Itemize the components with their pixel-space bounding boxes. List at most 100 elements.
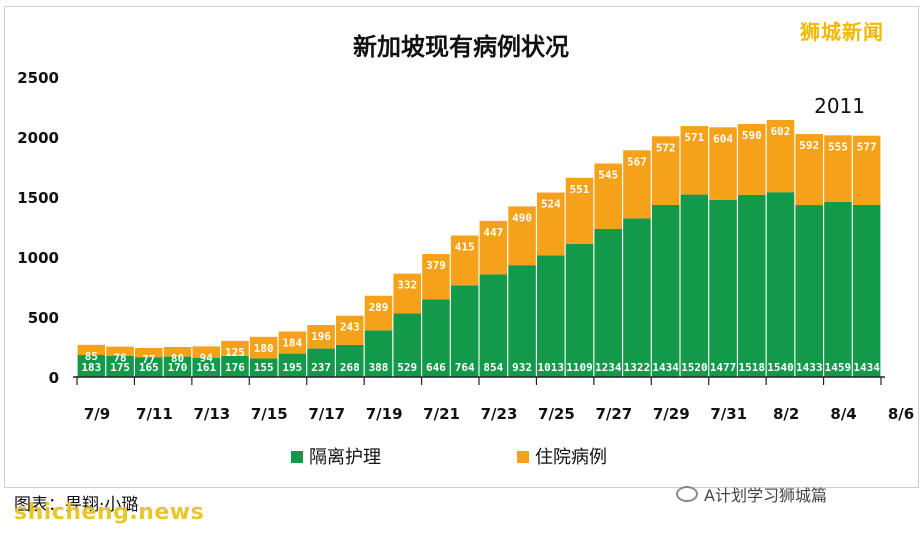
- x-tick-label: 8/6: [888, 405, 914, 423]
- bar-hospital: [709, 127, 737, 200]
- bar-isolation: [623, 218, 651, 377]
- bar-hospital: [594, 163, 622, 229]
- data-label-hospital: 545: [598, 169, 618, 182]
- y-tick-label: 1000: [17, 249, 59, 267]
- account-name: A计划学习狮城篇: [704, 486, 827, 505]
- bar-hospital: [824, 135, 852, 202]
- figure-caption: 图表：畀翔·小璐: [14, 495, 139, 515]
- data-label-isolation: 854: [483, 361, 503, 374]
- data-label-isolation: 932: [512, 361, 532, 374]
- data-label-hospital: 415: [455, 241, 475, 254]
- bar-isolation: [738, 194, 766, 377]
- bar-hospital: [508, 206, 536, 266]
- bar-isolation: [680, 194, 709, 377]
- bar-hospital: [422, 254, 450, 300]
- x-tick-label: 7/27: [595, 405, 632, 423]
- legend-swatch-isolation: [291, 451, 303, 463]
- bar-isolation: [336, 344, 364, 377]
- x-tick-label: 7/29: [653, 405, 690, 423]
- bar-hospital: [249, 336, 278, 359]
- bar-isolation: [709, 199, 737, 377]
- data-label-hospital: 490: [512, 211, 532, 224]
- bar-isolation: [364, 330, 393, 377]
- x-tick-label: 7/11: [136, 405, 173, 423]
- x-tick-label: 7/9: [84, 405, 110, 423]
- data-label-isolation: 183: [81, 361, 101, 374]
- legend-swatch-hospital: [517, 451, 529, 463]
- data-label-hospital: 551: [570, 183, 590, 196]
- data-label-isolation: 529: [397, 361, 417, 374]
- data-label-isolation: 1520: [681, 361, 708, 374]
- data-label-isolation: 1540: [767, 361, 794, 374]
- x-tick-label: 7/19: [366, 405, 403, 423]
- data-label-hospital: 604: [713, 132, 733, 145]
- wechat-account: A计划学习狮城篇: [676, 482, 827, 506]
- data-label-hospital: 590: [742, 129, 762, 142]
- data-label-hospital: 571: [684, 131, 704, 144]
- bar-hospital: [450, 235, 479, 286]
- data-label-hospital: 602: [771, 125, 791, 138]
- data-label-hospital: 332: [397, 279, 417, 292]
- data-label-hospital: 78: [113, 352, 126, 365]
- data-label-isolation: 237: [311, 361, 331, 374]
- data-label-hospital: 524: [541, 198, 561, 211]
- wechat-icon: [676, 486, 698, 502]
- bar-isolation: [135, 357, 163, 377]
- bar-isolation: [766, 192, 795, 377]
- data-label-hospital: 577: [857, 141, 877, 154]
- data-label-hospital: 85: [85, 350, 98, 363]
- data-label-hospital: 125: [225, 346, 245, 359]
- chart-title: 新加坡现有病例状况: [353, 33, 569, 61]
- bar-hospital: [307, 325, 335, 349]
- bar-hospital: [565, 177, 594, 244]
- bar-isolation: [450, 285, 479, 377]
- data-label-isolation: 155: [254, 361, 274, 374]
- data-label-isolation: 1434: [652, 361, 679, 374]
- y-tick-label: 1500: [17, 189, 59, 207]
- data-label-hospital: 592: [799, 139, 819, 152]
- bar-isolation: [393, 313, 421, 377]
- bar-hospital: [336, 315, 364, 345]
- x-tick-label: 7/13: [193, 405, 230, 423]
- data-label-hospital: 379: [426, 259, 446, 272]
- watermark: shicheng.news: [14, 500, 205, 525]
- bar-isolation: [651, 204, 680, 377]
- y-tick-label: 0: [49, 369, 59, 387]
- bar-hospital: [651, 136, 680, 205]
- bar-hospital: [738, 124, 766, 195]
- data-label-isolation: 764: [455, 361, 475, 374]
- bar-isolation: [508, 265, 536, 377]
- x-tick-label: 8/2: [773, 405, 799, 423]
- x-tick-label: 7/31: [710, 405, 747, 423]
- bar-hospital: [852, 135, 881, 205]
- data-label-isolation: 165: [139, 361, 159, 374]
- x-tick-label: 8/4: [830, 405, 856, 423]
- legend-label-isolation: 隔离护理: [309, 447, 381, 468]
- bar-hospital: [364, 295, 393, 331]
- bar-isolation: [594, 228, 622, 377]
- bar-hospital: [278, 331, 307, 354]
- data-label-hospital: 243: [340, 321, 360, 334]
- bar-isolation: [479, 274, 508, 377]
- data-label-hospital: 567: [627, 155, 647, 168]
- data-label-isolation: 388: [369, 361, 389, 374]
- data-label-hospital: 180: [254, 342, 274, 355]
- data-label-hospital: 80: [171, 352, 184, 365]
- data-label-isolation: 646: [426, 361, 446, 374]
- bar-hospital: [479, 220, 508, 275]
- total-annotation: 2011: [814, 94, 865, 118]
- data-label-isolation: 1322: [624, 361, 651, 374]
- data-label-isolation: 1434: [853, 361, 880, 374]
- data-label-isolation: 170: [168, 361, 188, 374]
- bar-isolation: [307, 348, 335, 377]
- bar-isolation: [852, 204, 881, 377]
- chart-frame: 新加坡现有病例状况 0 500 1000 1500 2000 2500 183 85 175 78 1…: [4, 6, 919, 488]
- x-tick-label: 7/25: [538, 405, 575, 423]
- data-label-hospital: 572: [656, 141, 676, 154]
- bar-isolation: [221, 355, 249, 377]
- bar-isolation: [537, 255, 565, 377]
- bar-isolation: [565, 243, 594, 377]
- data-label-isolation: 268: [340, 361, 360, 374]
- bar-hospital: [795, 134, 823, 206]
